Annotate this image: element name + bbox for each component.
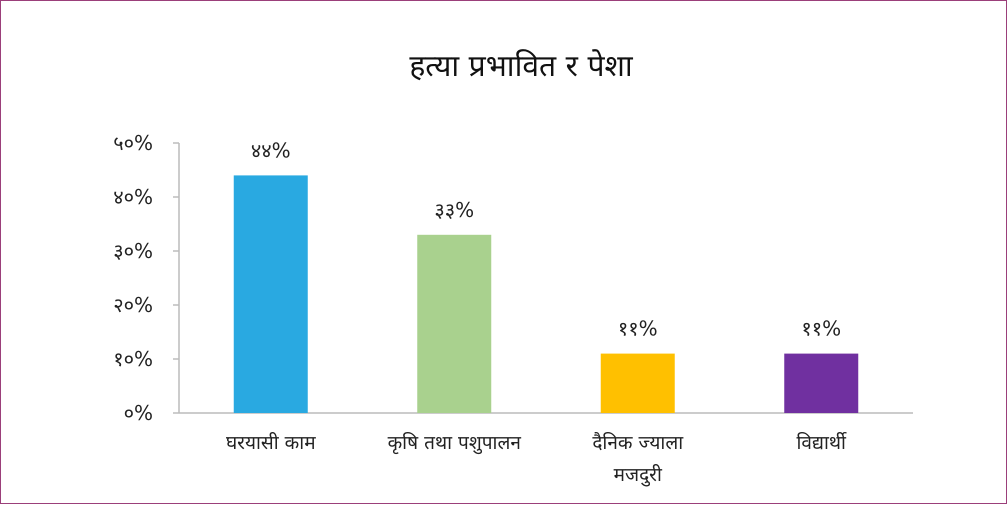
chart-title: हत्या प्रभावित र पेशा [409,49,634,84]
data-label: ११% [618,317,658,341]
category-label: मजदुरी [614,463,663,487]
data-labels: ४४% ३३% ११% ११% [251,138,841,340]
y-tick-label: २०% [113,293,153,317]
category-labels: घरयासी काम कृषि तथा पशुपालन दैनिक ज्याला मज… [226,431,847,487]
y-axis-ticks: ०% १०% २०% ३०% ४०% ५०% [113,131,179,425]
bar [784,353,859,413]
bar [233,175,308,413]
bar [600,353,675,413]
bars [233,175,859,413]
y-tick-label: ०% [124,401,153,425]
y-tick-label: ५०% [113,131,153,155]
category-label: घरयासी काम [226,431,316,454]
y-tick-label: ३०% [113,239,153,263]
data-label: ११% [801,317,841,341]
y-tick-label: ४०% [113,185,153,209]
bar [417,234,492,413]
data-label: ४४% [251,138,291,162]
category-label: दैनिक ज्याला [592,431,684,454]
category-label: कृषि तथा पशुपालन [388,431,522,455]
data-label: ३३% [434,198,474,222]
y-tick-label: १०% [113,347,153,371]
category-label: विद्यार्थी [797,431,848,454]
